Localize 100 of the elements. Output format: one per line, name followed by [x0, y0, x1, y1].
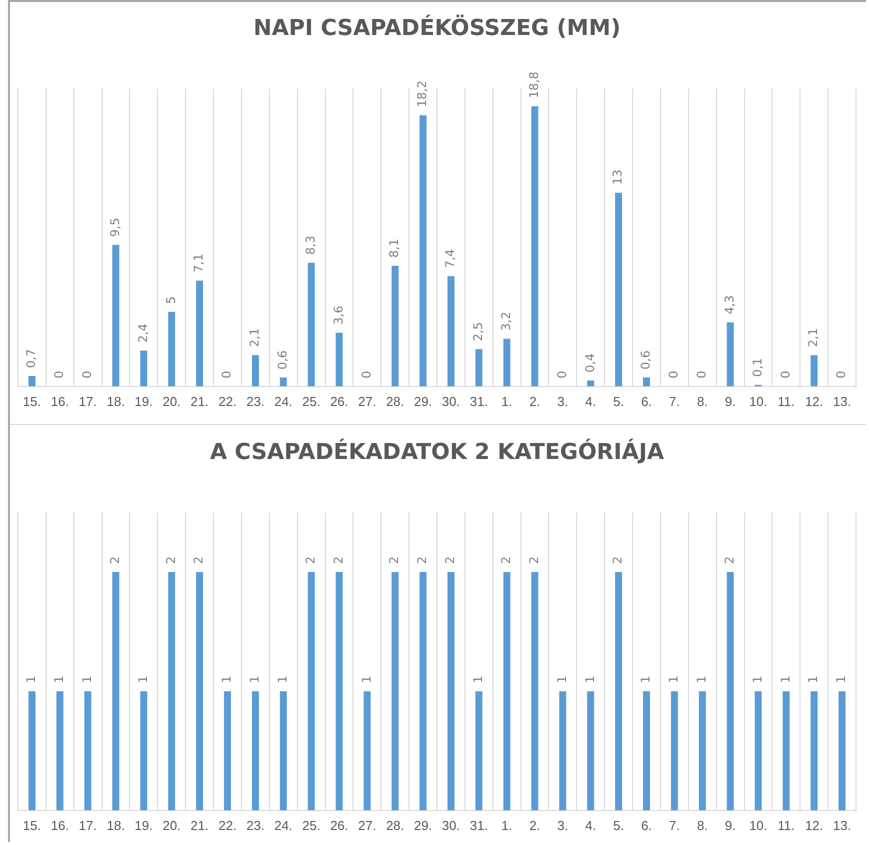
- x-tick-label: 22.: [218, 394, 237, 409]
- bar: [392, 266, 399, 386]
- data-label: 8,3: [303, 236, 318, 255]
- data-label: 1: [136, 676, 150, 684]
- x-tick-label: 21.: [190, 394, 209, 409]
- x-tick-label: 19.: [134, 818, 153, 833]
- data-label: 1: [248, 676, 262, 684]
- x-tick-label: 25.: [302, 394, 320, 409]
- bar: [643, 377, 650, 386]
- bar: [168, 312, 176, 386]
- data-label: 1: [220, 676, 234, 684]
- x-tick-label: 28.: [386, 818, 404, 833]
- x-tick-label: 17.: [78, 818, 97, 833]
- x-tick-label: 18.: [106, 394, 125, 409]
- bar: [112, 244, 120, 386]
- data-label: 2: [331, 556, 346, 564]
- x-tick-label: 19.: [134, 394, 153, 409]
- data-label: 1: [778, 676, 792, 684]
- data-label: 1: [275, 676, 290, 684]
- data-label: 1: [750, 676, 764, 684]
- x-tick-label: 16.: [50, 818, 69, 833]
- data-label: 1: [582, 676, 597, 684]
- data-label: 0: [834, 370, 848, 378]
- x-tick-label: 15.: [22, 818, 42, 833]
- x-tick-label: 2.: [529, 394, 540, 409]
- x-tick-label: 30.: [442, 818, 460, 833]
- data-label: 2,4: [136, 324, 150, 343]
- x-tick-label: 8.: [696, 394, 708, 409]
- data-label: 0: [778, 370, 792, 378]
- x-tick-label: 31.: [470, 394, 488, 409]
- data-label: 2,1: [806, 328, 820, 348]
- data-label: 1: [806, 676, 820, 684]
- data-label: 4,3: [722, 295, 736, 314]
- x-tick-label: 5.: [613, 818, 624, 833]
- x-tick-label: 20.: [162, 818, 181, 833]
- data-label: 2: [415, 556, 430, 564]
- x-tick-label: 13.: [832, 394, 852, 409]
- x-tick-label: 24.: [274, 818, 292, 833]
- data-label: 2: [164, 556, 178, 564]
- x-tick-label: 27.: [358, 818, 376, 833]
- x-tick-label: 4.: [585, 394, 596, 409]
- data-label: 2: [192, 556, 206, 564]
- x-tick-label: 11.: [778, 818, 795, 833]
- x-tick-label: 9.: [724, 394, 736, 409]
- x-tick-label: 9.: [724, 818, 736, 833]
- x-tick-label: 4.: [585, 818, 596, 833]
- x-tick-label: 27.: [358, 394, 376, 409]
- data-label: 2: [526, 556, 541, 564]
- data-label: 0: [694, 370, 708, 378]
- data-label: 2: [722, 556, 736, 564]
- data-label: 2,5: [471, 322, 486, 342]
- chart-title: NAPI CSAPADÉKÖSSZEG (MM): [253, 14, 621, 41]
- data-label: 2: [303, 556, 318, 564]
- x-tick-label: 24.: [274, 394, 292, 409]
- x-tick-label: 10.: [749, 394, 768, 409]
- x-tick-label: 1.: [501, 394, 512, 409]
- data-label: 1: [554, 676, 569, 684]
- data-label: 3,6: [331, 306, 346, 325]
- x-tick-label: 7.: [669, 818, 680, 833]
- x-tick-label: 22.: [218, 818, 237, 833]
- x-tick-label: 16.: [50, 394, 69, 409]
- x-tick-label: 5.: [613, 394, 624, 409]
- bar: [475, 349, 482, 386]
- data-label: 8,1: [387, 238, 402, 258]
- bar: [252, 355, 259, 386]
- data-label: 3,2: [498, 312, 513, 331]
- x-tick-label: 26.: [330, 818, 348, 833]
- data-label: 2,1: [248, 328, 262, 348]
- x-tick-label: 7.: [669, 394, 680, 409]
- bar: [447, 276, 454, 386]
- data-label: 0: [52, 370, 66, 378]
- data-label: 1: [834, 676, 848, 684]
- data-label: 1: [80, 676, 94, 684]
- data-label: 2: [387, 556, 402, 564]
- data-label: 5: [164, 296, 178, 304]
- data-label: 0,7: [24, 348, 38, 368]
- x-tick-label: 15.: [22, 394, 42, 409]
- bar: [587, 380, 594, 386]
- data-label: 1: [471, 676, 486, 684]
- bar: [196, 280, 204, 386]
- data-label: 1: [359, 676, 374, 684]
- x-tick-label: 26.: [330, 394, 348, 409]
- data-label: 1: [52, 676, 66, 684]
- x-tick-label: 18.: [106, 818, 125, 833]
- x-tick-label: 20.: [162, 394, 181, 409]
- data-label: 9,5: [108, 218, 122, 237]
- bar: [726, 322, 734, 386]
- bar: [810, 355, 818, 386]
- x-tick-label: 17.: [78, 394, 97, 409]
- x-tick-label: 1.: [501, 818, 512, 833]
- data-label: 0,4: [582, 353, 597, 372]
- data-label: 2: [443, 556, 458, 564]
- data-label: 0: [220, 370, 234, 378]
- bar: [531, 106, 538, 386]
- data-label: 2: [498, 556, 513, 564]
- data-label: 0,6: [275, 350, 290, 370]
- x-tick-label: 12.: [805, 394, 824, 409]
- bar: [336, 332, 343, 386]
- x-tick-label: 23.: [246, 818, 264, 833]
- x-tick-label: 13.: [832, 818, 852, 833]
